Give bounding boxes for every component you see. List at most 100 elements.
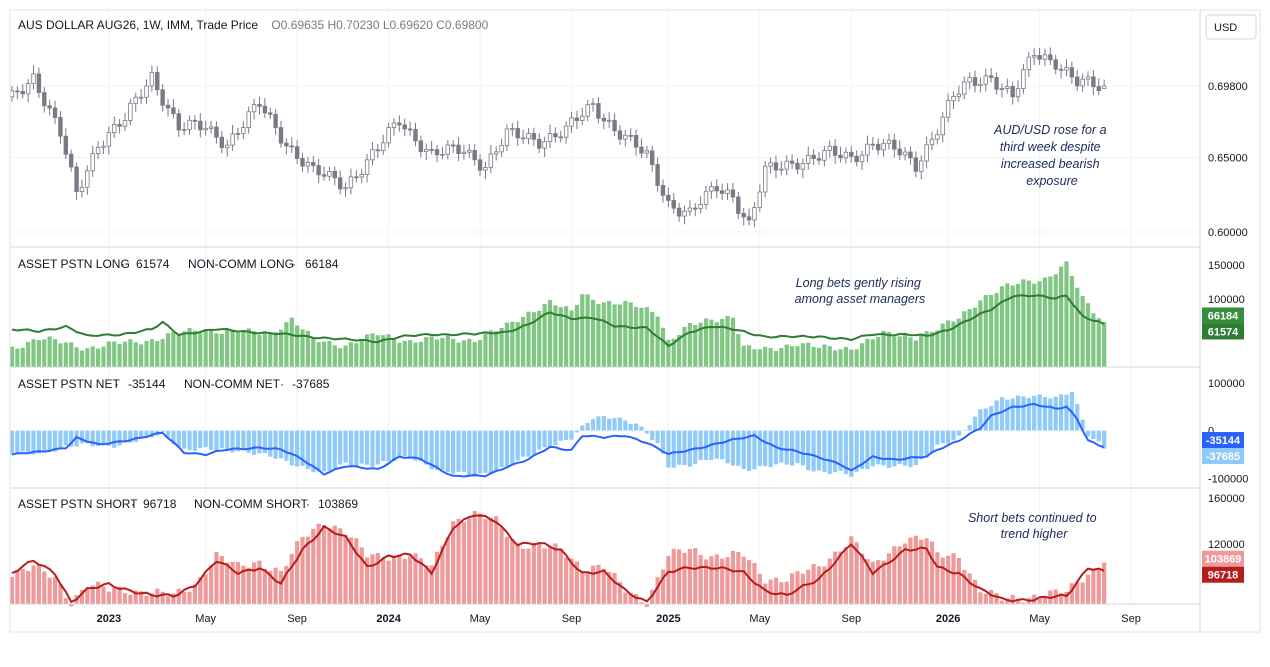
candle-body [515,128,520,139]
net-pane[interactable] [9,391,1107,478]
position-bar [865,559,870,604]
position-bar [902,543,908,604]
candle-body [865,143,870,156]
position-bar [359,340,364,367]
position-bar [198,577,203,604]
position-bar [257,430,262,454]
candle-body [1096,86,1101,91]
short-pane[interactable] [9,511,1107,607]
position-bar [795,571,800,604]
position-bar [531,542,536,604]
position-bar [1021,396,1026,431]
position-bar [467,518,472,604]
position-bar [843,430,848,475]
currency-button-label[interactable]: USD [1214,22,1237,34]
position-bar [865,430,870,470]
position-bar [612,572,617,604]
position-bar [585,294,590,367]
position-bar [617,417,623,431]
position-bar [1080,582,1085,604]
position-bar [962,569,967,604]
position-bar [617,582,623,604]
legend-dot: · [121,257,125,271]
currency-button[interactable]: USD [1205,14,1257,40]
position-bar [467,338,472,367]
position-bar [311,430,316,473]
candle-body [875,144,881,151]
candle-body [698,204,703,209]
position-bar [698,554,703,604]
candle-body [606,119,612,122]
position-bar [827,430,832,474]
candle-body [235,133,241,135]
position-bar [128,430,133,443]
last-value-tag [1202,448,1244,465]
position-bar [402,430,407,456]
candle-body [445,144,450,155]
candle-body [160,89,165,106]
position-bar [854,542,859,604]
candle-body [359,174,364,178]
long-pane[interactable] [9,261,1107,367]
position-bar [929,331,935,367]
candle-body [74,166,79,193]
candle-body [181,129,187,131]
position-bar [31,339,36,367]
position-bar [429,336,434,367]
position-bar [580,571,585,604]
candle-body [63,135,68,155]
annotation-line: third week despite [1000,140,1101,154]
position-bar [305,536,310,604]
position-bar [381,558,386,604]
position-bar [526,430,531,457]
position-bar [687,430,692,467]
position-bar [402,558,407,604]
position-bar [494,430,499,472]
position-bar [623,300,628,367]
time-scale[interactable]: 2023 May Sep 2024 May Sep 2025 May Sep 2026 May Sep [97,613,1141,625]
position-bar [472,511,477,604]
price-pane[interactable] [9,47,1107,228]
position-bar [956,430,961,436]
asset-long-value: 61574 [136,257,170,271]
annotation-line: AUD/USD rose for a [993,123,1107,137]
position-bar [876,560,881,604]
position-bar [784,581,789,604]
position-bar [1085,430,1091,437]
position-bar [112,341,117,367]
candle-body [450,144,456,147]
position-bar [746,430,752,471]
position-bar [1032,283,1037,367]
candle-body [101,145,106,148]
position-bar [20,347,25,367]
asset-short-name: ASSET PSTN SHORT [18,497,138,511]
candle-body [477,159,483,171]
position-bar [822,430,827,472]
candle-body [424,149,429,153]
position-bar [461,430,467,472]
position-bar [650,312,655,367]
price-scale[interactable]: 0.600000.650000.6980050000100000150000-1… [1208,81,1248,551]
position-bar [101,430,106,445]
position-bar [999,397,1005,431]
position-bar [876,336,881,367]
position-bar [278,329,284,367]
candle-body [192,119,198,122]
position-bar [289,553,294,604]
position-bar [1015,283,1021,367]
position-bar [504,430,510,467]
candle-body [375,149,381,152]
asset-net-name: ASSET PSTN NET [18,377,120,391]
position-bar [69,430,74,447]
candle-body [504,128,510,146]
position-bar [526,311,531,367]
position-bar [122,341,128,367]
time-tick-label: Sep [1121,613,1141,625]
position-bar [354,430,359,466]
currency-button-frame[interactable] [1205,14,1257,40]
position-bar [790,430,795,466]
position-bar [198,333,203,367]
position-bar [644,307,649,367]
position-bar [811,346,816,367]
